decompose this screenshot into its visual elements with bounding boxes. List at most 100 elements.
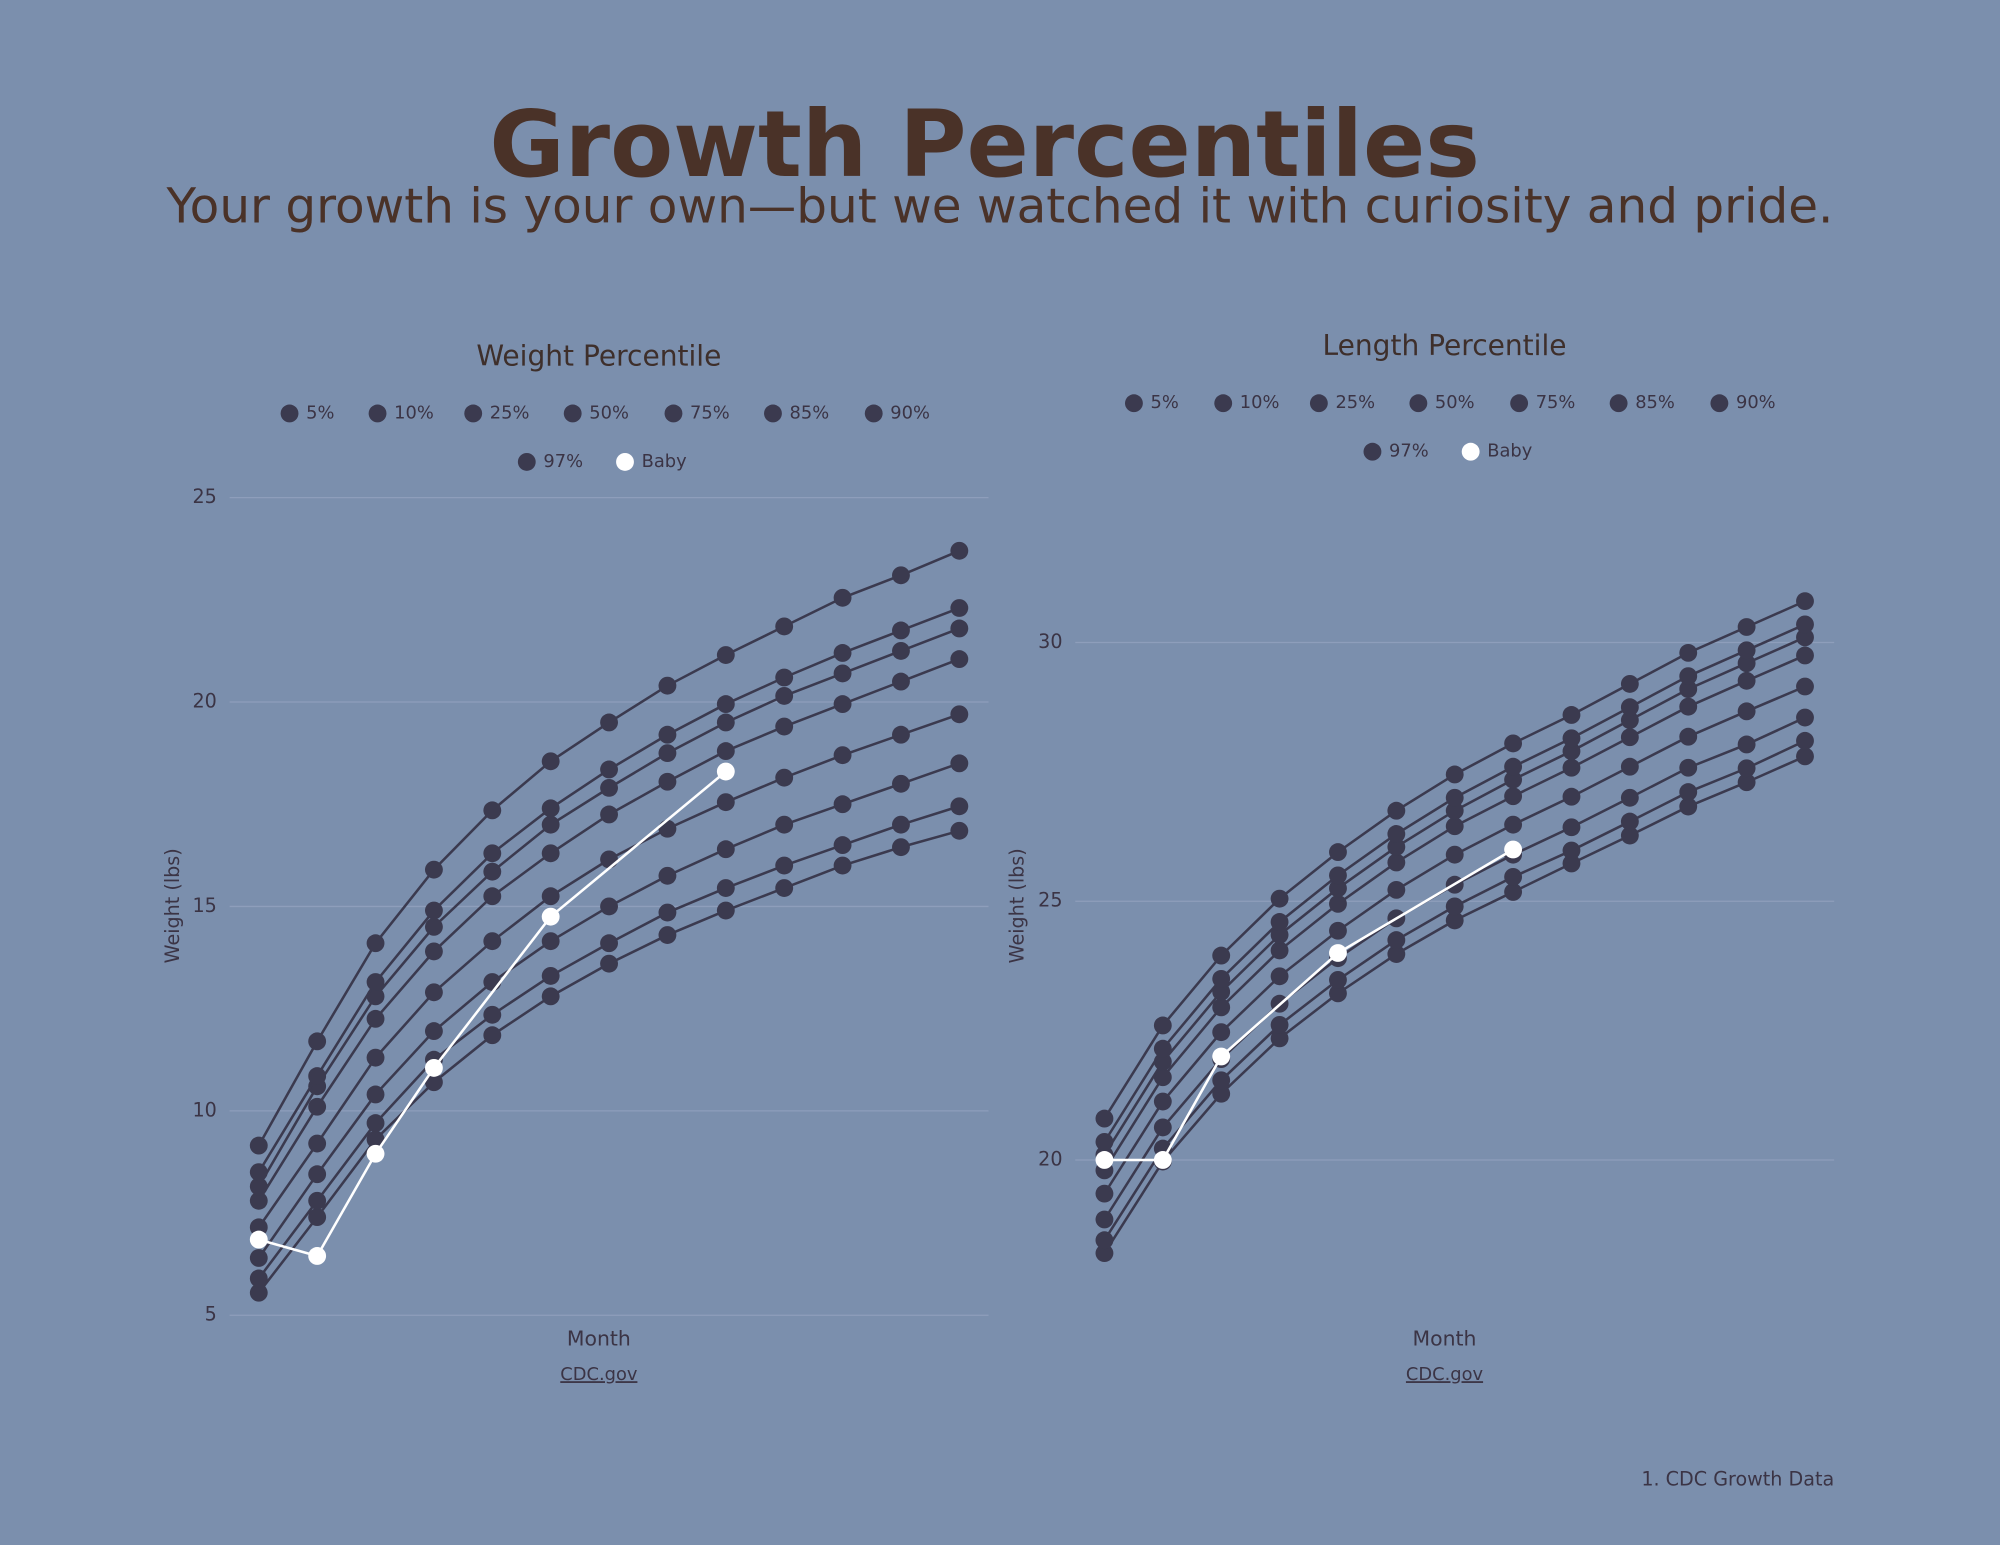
data-point bbox=[1270, 941, 1289, 960]
data-point bbox=[308, 1191, 327, 1210]
legend-label: 25% bbox=[1335, 392, 1375, 413]
data-point bbox=[483, 932, 502, 951]
data-point bbox=[1212, 1023, 1231, 1042]
data-point bbox=[366, 934, 385, 953]
data-point bbox=[716, 695, 735, 714]
y-tick-label: 30 bbox=[1038, 630, 1062, 653]
data-point bbox=[424, 1073, 443, 1092]
data-point bbox=[1679, 727, 1698, 746]
series-line bbox=[257, 805, 960, 1280]
data-point bbox=[1095, 1109, 1114, 1128]
data-point bbox=[424, 983, 443, 1002]
data-point bbox=[366, 1130, 385, 1149]
data-point bbox=[775, 879, 794, 897]
data-point bbox=[1329, 921, 1347, 940]
data-point bbox=[950, 619, 969, 638]
legend-label: 10% bbox=[1240, 392, 1280, 413]
data-point bbox=[600, 778, 618, 797]
data-point bbox=[1212, 1047, 1231, 1066]
data-point bbox=[541, 907, 560, 926]
y-tick-label: 5 bbox=[205, 1303, 217, 1326]
data-point bbox=[892, 672, 910, 691]
x-axis-label: Month bbox=[567, 1326, 631, 1350]
legend-marker bbox=[368, 404, 387, 423]
legend-label: 5% bbox=[306, 402, 334, 423]
data-point bbox=[833, 695, 852, 714]
data-point bbox=[950, 821, 969, 840]
data-point bbox=[1562, 742, 1581, 761]
legend-label: Baby bbox=[1487, 441, 1533, 462]
data-point bbox=[366, 973, 385, 991]
legend-marker bbox=[1214, 394, 1233, 413]
data-point bbox=[892, 566, 910, 585]
data-point bbox=[541, 887, 560, 906]
data-point bbox=[249, 1163, 268, 1182]
data-point bbox=[1737, 671, 1756, 690]
source-link: CDC.gov bbox=[560, 1364, 638, 1385]
data-point bbox=[483, 862, 502, 881]
data-point bbox=[249, 1230, 268, 1249]
data-point bbox=[541, 815, 560, 834]
data-point bbox=[1153, 1016, 1172, 1035]
data-point bbox=[892, 774, 910, 793]
data-point bbox=[950, 541, 969, 560]
data-point bbox=[950, 705, 969, 724]
data-point bbox=[308, 1134, 327, 1153]
legend-marker bbox=[1409, 394, 1428, 413]
data-point bbox=[950, 754, 969, 773]
data-point bbox=[308, 1097, 327, 1116]
data-point bbox=[1153, 1151, 1172, 1169]
data-point bbox=[600, 760, 618, 779]
data-point bbox=[658, 744, 677, 763]
y-tick-label: 10 bbox=[192, 1098, 216, 1121]
data-point bbox=[600, 897, 618, 916]
data-point bbox=[775, 668, 794, 687]
data-point bbox=[716, 646, 735, 664]
data-point bbox=[1562, 787, 1581, 806]
data-point bbox=[1796, 592, 1814, 611]
source-link: CDC.gov bbox=[1406, 1364, 1484, 1385]
y-tick-label: 20 bbox=[192, 690, 216, 713]
data-point bbox=[1095, 1210, 1114, 1229]
data-point bbox=[1620, 757, 1639, 776]
legend-marker bbox=[616, 452, 634, 471]
data-point bbox=[1796, 646, 1814, 665]
data-point bbox=[249, 1249, 268, 1267]
series-line bbox=[1104, 848, 1514, 1162]
title: Growth Percentiles bbox=[489, 91, 1480, 198]
data-point bbox=[1270, 1016, 1289, 1034]
legend-marker bbox=[764, 404, 782, 423]
data-point bbox=[483, 887, 502, 906]
data-point bbox=[1620, 711, 1639, 730]
data-point bbox=[716, 879, 735, 897]
data-point bbox=[424, 942, 443, 961]
data-point bbox=[716, 713, 735, 732]
data-point bbox=[366, 987, 385, 1006]
data-point bbox=[600, 713, 618, 732]
data-point bbox=[1212, 969, 1231, 988]
data-point bbox=[308, 1247, 327, 1265]
data-point bbox=[1504, 815, 1523, 834]
data-point bbox=[1212, 998, 1231, 1017]
data-point bbox=[1387, 825, 1406, 843]
legend-label: 90% bbox=[890, 402, 930, 423]
data-point bbox=[1620, 674, 1639, 693]
data-point bbox=[658, 725, 677, 744]
data-point bbox=[424, 860, 443, 879]
data-point bbox=[1620, 812, 1639, 831]
legend-label: 97% bbox=[1389, 441, 1429, 462]
data-point bbox=[1329, 866, 1347, 885]
data-point bbox=[1329, 843, 1347, 862]
data-point bbox=[716, 901, 735, 920]
data-point bbox=[249, 1191, 268, 1210]
data-point bbox=[541, 752, 560, 771]
legend-label: 50% bbox=[589, 402, 629, 423]
data-point bbox=[1679, 643, 1698, 662]
y-tick-label: 25 bbox=[1038, 889, 1062, 912]
data-point bbox=[833, 588, 852, 607]
data-point bbox=[1796, 615, 1814, 634]
data-point bbox=[775, 815, 794, 834]
data-point bbox=[1329, 970, 1347, 989]
data-point bbox=[950, 650, 969, 669]
x-axis-label: Month bbox=[1413, 1326, 1477, 1350]
